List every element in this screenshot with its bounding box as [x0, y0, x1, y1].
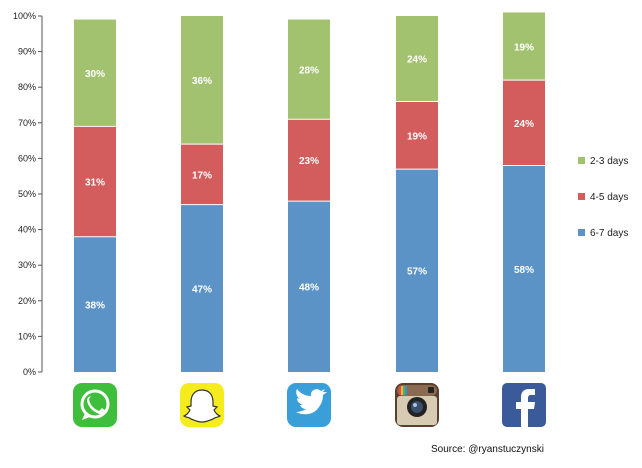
data-label: 36% — [192, 76, 212, 87]
y-tick-label: 0% — [23, 367, 36, 377]
legend-swatch — [578, 157, 585, 164]
legend-label: 4-5 days — [590, 192, 628, 203]
y-tick-label: 50% — [18, 189, 36, 199]
bar-segment — [74, 236, 116, 372]
bars: 38% 31% 30% 47% 17% 36% 48% 23% 28% 57% 19% 24% 58% 2… — [74, 12, 545, 372]
legend-label: 2-3 days — [590, 156, 628, 167]
y-tick-label: 30% — [18, 260, 36, 270]
data-label: 48% — [299, 283, 319, 294]
source-text: Source: @ryanstuczynski — [431, 444, 544, 455]
data-label: 28% — [299, 65, 319, 76]
bar-segment — [396, 101, 438, 170]
y-tick-label: 20% — [18, 296, 36, 306]
data-label: 57% — [407, 267, 427, 278]
y-tick-label: 10% — [18, 331, 36, 341]
y-axis: 0% 10% 20% 30% 40% 50% 60% 70% 80% 90% 100% — [13, 11, 43, 377]
legend-swatch — [578, 229, 585, 236]
data-label: 23% — [299, 156, 319, 167]
y-tick-label: 60% — [18, 153, 36, 163]
bar-segment — [396, 169, 438, 372]
bar-segment — [503, 12, 545, 81]
data-label: 58% — [514, 265, 534, 276]
bar-segment — [181, 144, 223, 205]
y-tick-label: 80% — [18, 82, 36, 92]
y-tick-label: 70% — [18, 118, 36, 128]
legend: 2-3 days 4-5 days 6-7 days — [578, 156, 628, 239]
data-label: 17% — [192, 170, 212, 181]
bar-segment — [74, 126, 116, 237]
bar-segment — [181, 204, 223, 372]
data-label: 19% — [514, 42, 534, 53]
legend-label: 6-7 days — [590, 228, 628, 239]
snapchat-icon — [180, 383, 224, 427]
y-tick-label: 40% — [18, 225, 36, 235]
legend-swatch — [578, 193, 585, 200]
bar-segment — [503, 80, 545, 166]
data-label: 24% — [514, 119, 534, 130]
data-label: 38% — [85, 300, 105, 311]
facebook-icon — [502, 383, 546, 427]
data-label: 47% — [192, 284, 212, 295]
y-tick-label: 100% — [13, 11, 36, 21]
bar-segment — [181, 16, 223, 145]
bar-segment — [288, 19, 330, 120]
category-icons — [73, 383, 546, 427]
bar-segment — [503, 165, 545, 372]
bar-segment — [288, 119, 330, 202]
bar-segment — [396, 16, 438, 102]
whatsapp-icon — [73, 383, 117, 427]
bar-segment — [288, 201, 330, 372]
data-label: 30% — [85, 69, 105, 80]
data-label: 24% — [407, 55, 427, 66]
y-tick-label: 90% — [18, 47, 36, 57]
bar-segment — [74, 19, 116, 127]
instagram-icon — [395, 383, 439, 427]
data-label: 19% — [407, 131, 427, 142]
twitter-icon — [287, 383, 331, 427]
data-label: 31% — [85, 178, 105, 189]
